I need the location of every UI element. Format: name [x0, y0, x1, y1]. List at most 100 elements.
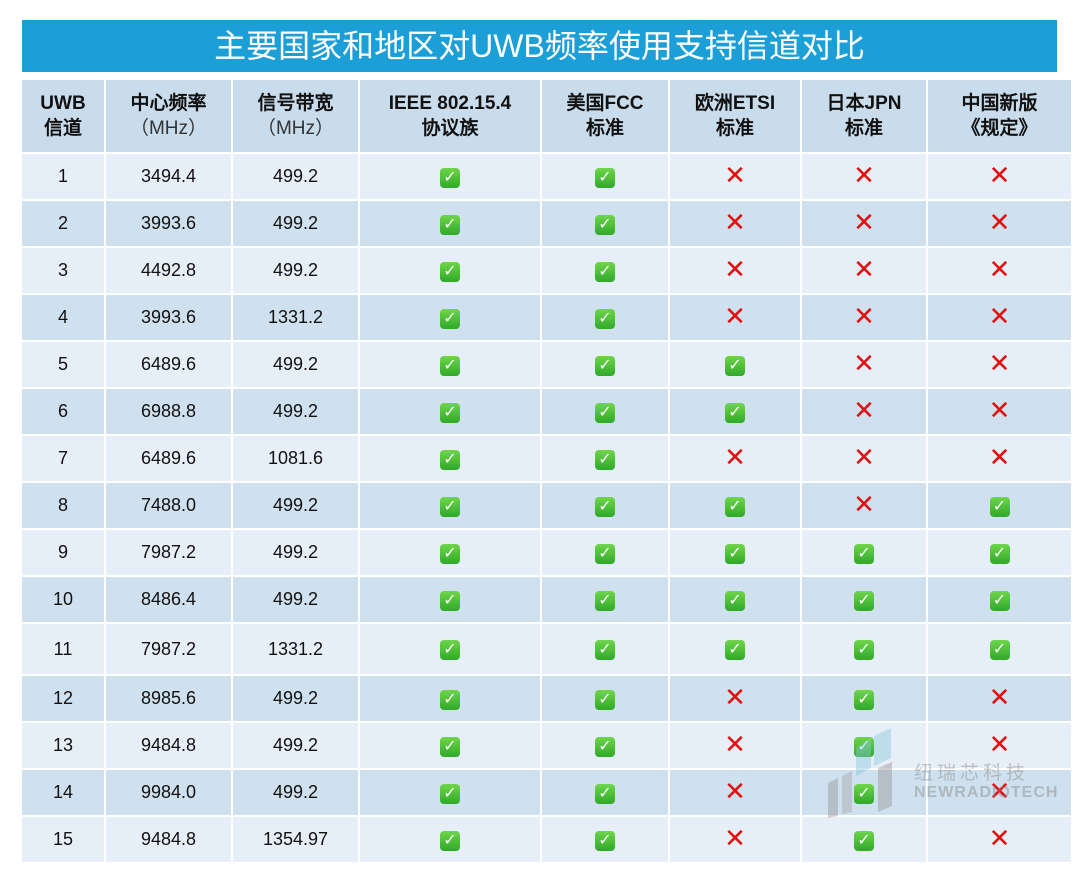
- cell-support: ✓: [802, 624, 926, 674]
- cell-ch: 8: [22, 483, 104, 528]
- cell-support: ✕: [802, 248, 926, 293]
- cross-icon: ✕: [853, 206, 875, 237]
- cell-support: ✓: [360, 389, 540, 434]
- cell-support: ✓: [542, 676, 668, 721]
- cell-support: ✕: [670, 676, 800, 721]
- cell-support: ✓: [360, 483, 540, 528]
- cell-support: ✓: [670, 530, 800, 575]
- table-row: 2 3993.6 499.2 ✓ ✓ ✕ ✕ ✕: [22, 201, 1071, 246]
- cell-support: ✕: [928, 723, 1071, 768]
- cell-support: ✕: [802, 389, 926, 434]
- cell-bw: 1331.2: [233, 624, 358, 674]
- check-icon: ✓: [854, 543, 874, 564]
- cell-ch: 7: [22, 436, 104, 481]
- table-title: 主要国家和地区对UWB频率使用支持信道对比: [22, 20, 1057, 72]
- cell-support: ✓: [670, 577, 800, 622]
- cell-support: ✕: [670, 723, 800, 768]
- cell-support: ✓: [670, 389, 800, 434]
- cell-ch: 15: [22, 817, 104, 862]
- cell-support: ✓: [542, 577, 668, 622]
- table-row: 4 3993.6 1331.2 ✓ ✓ ✕ ✕ ✕: [22, 295, 1071, 340]
- cell-support: ✓: [360, 295, 540, 340]
- check-icon: ✓: [725, 640, 745, 660]
- cell-support: ✓: [542, 248, 668, 293]
- cross-icon: ✕: [724, 728, 746, 759]
- uwb-channel-table: UWB 信道 中心频率 （MHz） 信号带宽 （MHz） IEEE 802.15.4 协议族 美…: [20, 78, 1073, 864]
- check-icon: ✓: [595, 640, 615, 660]
- check-icon: ✓: [440, 355, 460, 376]
- cross-icon: ✕: [988, 822, 1011, 853]
- cell-support: ✕: [802, 342, 926, 387]
- cell-support: ✓: [360, 770, 540, 815]
- header-sub: 协议族: [421, 118, 479, 139]
- check-icon: ✓: [595, 689, 615, 710]
- cell-support: ✕: [670, 295, 800, 340]
- header-main: 日本JPN: [826, 93, 902, 114]
- cell-freq: 8486.4: [106, 577, 231, 622]
- check-icon: ✓: [440, 214, 460, 235]
- cell-support: ✓: [542, 201, 668, 246]
- check-icon: ✓: [725, 543, 745, 564]
- check-icon: ✓: [989, 496, 1010, 517]
- header-sub: 标准: [585, 118, 624, 139]
- table-row: 1 3494.4 499.2 ✓ ✓ ✕ ✕ ✕: [22, 154, 1071, 199]
- cell-support: ✓: [360, 676, 540, 721]
- cross-icon: ✕: [988, 347, 1011, 378]
- check-icon: ✓: [854, 830, 874, 851]
- cross-icon: ✕: [853, 441, 875, 472]
- check-icon: ✓: [595, 402, 615, 423]
- cell-bw: 1331.2: [233, 295, 358, 340]
- column-header: IEEE 802.15.4 协议族: [360, 80, 540, 152]
- check-icon: ✓: [595, 590, 615, 611]
- cell-support: ✓: [360, 154, 540, 199]
- cell-support: ✓: [802, 770, 926, 815]
- header-sub: 标准: [844, 118, 883, 139]
- table-row: 8 7488.0 499.2 ✓ ✓ ✓ ✕ ✓: [22, 483, 1071, 528]
- cell-ch: 9: [22, 530, 104, 575]
- cell-support: ✕: [928, 248, 1071, 293]
- cell-bw: 499.2: [233, 723, 358, 768]
- cross-icon: ✕: [988, 681, 1011, 712]
- header-main: 信号带宽: [257, 93, 334, 114]
- cross-icon: ✕: [724, 300, 746, 331]
- check-icon: ✓: [440, 736, 460, 757]
- cell-freq: 6489.6: [106, 342, 231, 387]
- header-main: 中国新版: [961, 93, 1038, 114]
- cell-support: ✓: [670, 483, 800, 528]
- cell-support: ✓: [542, 295, 668, 340]
- cell-support: ✓: [360, 530, 540, 575]
- cell-bw: 1081.6: [233, 436, 358, 481]
- check-icon: ✓: [595, 496, 615, 517]
- check-icon: ✓: [440, 402, 460, 423]
- cross-icon: ✕: [988, 206, 1011, 237]
- cell-ch: 5: [22, 342, 104, 387]
- cross-icon: ✕: [988, 728, 1011, 759]
- cell-support: ✓: [670, 624, 800, 674]
- cross-icon: ✕: [724, 441, 746, 472]
- table-row: 13 9484.8 499.2 ✓ ✓ ✕ ✓ ✕: [22, 723, 1071, 768]
- cell-support: ✕: [670, 201, 800, 246]
- column-header: 中心频率 （MHz）: [106, 80, 231, 152]
- check-icon: ✓: [595, 783, 615, 804]
- cell-support: ✕: [928, 817, 1071, 862]
- header-main: 欧洲ETSI: [694, 93, 776, 114]
- cell-support: ✓: [360, 436, 540, 481]
- cell-ch: 10: [22, 577, 104, 622]
- check-icon: ✓: [440, 543, 460, 564]
- cell-freq: 7987.2: [106, 624, 231, 674]
- cell-support: ✓: [360, 624, 540, 674]
- check-icon: ✓: [854, 689, 874, 710]
- table-row: 3 4492.8 499.2 ✓ ✓ ✕ ✕ ✕: [22, 248, 1071, 293]
- cross-icon: ✕: [853, 253, 875, 284]
- table-row: 12 8985.6 499.2 ✓ ✓ ✕ ✓ ✕: [22, 676, 1071, 721]
- table-row: 15 9484.8 1354.97 ✓ ✓ ✕ ✓ ✕: [22, 817, 1071, 862]
- cell-support: ✕: [802, 436, 926, 481]
- cell-support: ✓: [542, 723, 668, 768]
- cell-ch: 1: [22, 154, 104, 199]
- cell-ch: 12: [22, 676, 104, 721]
- cross-icon: ✕: [853, 394, 875, 425]
- check-icon: ✓: [854, 590, 874, 611]
- cell-support: ✕: [928, 389, 1071, 434]
- cell-support: ✓: [802, 577, 926, 622]
- cell-support: ✓: [928, 530, 1071, 575]
